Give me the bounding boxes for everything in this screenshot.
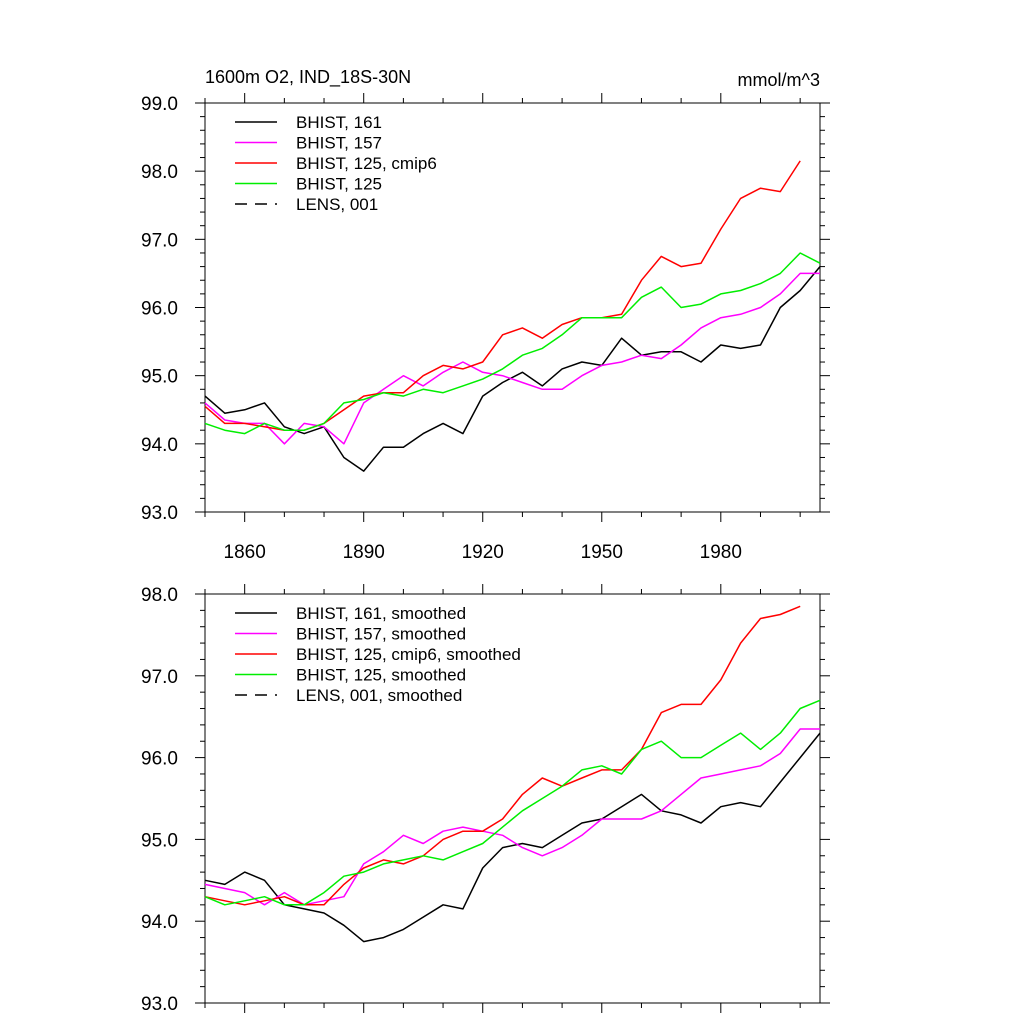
y-tick-label: 94.0	[141, 912, 178, 933]
y-tick-label: 96.0	[141, 749, 178, 770]
legend-label: BHIST, 157	[296, 134, 382, 153]
legend-label: BHIST, 125, cmip6	[296, 154, 437, 173]
x-tick-label: 1950	[581, 542, 623, 563]
plot-frame	[204, 593, 821, 1004]
series-line-1	[204, 732, 821, 943]
y-tick-label: 95.0	[141, 830, 178, 851]
y-tick-label: 94.0	[141, 435, 178, 456]
chart-panel-2: 93.0 94.0 95.0 96.0 97.0 98.0 BHIST, 161, smoo…	[141, 584, 830, 1015]
x-tick-label: 1860	[224, 542, 266, 563]
y-tick-label: 95.0	[141, 367, 178, 388]
legend-label: LENS, 001	[296, 195, 378, 214]
legend-label: BHIST, 161	[296, 113, 382, 132]
units-label: mmol/m^3	[738, 70, 820, 90]
legend-label: BHIST, 161, smoothed	[296, 604, 466, 623]
x-tick-label: 1980	[700, 542, 742, 563]
y-tick-label: 98.0	[141, 585, 178, 606]
legend-label: LENS, 001, smoothed	[296, 686, 462, 705]
chart-panel-1: 1860 1890 1920 1950 1980 93.0 94.0 95.0 96.0 97.0…	[141, 67, 830, 563]
y-tick-label: 93.0	[141, 503, 178, 524]
x-tick-label: 1890	[343, 542, 385, 563]
y-tick-label: 97.0	[141, 667, 178, 688]
y-tick-label: 98.0	[141, 162, 178, 183]
y-tick-label: 97.0	[141, 230, 178, 251]
legend: BHIST, 161, smoothed BHIST, 157, smoothed…	[235, 604, 521, 705]
chart-title: 1600m O2, IND_18S-30N	[205, 67, 411, 88]
series-line-4	[204, 252, 821, 435]
series-line-3	[204, 160, 801, 431]
y-tick-label: 96.0	[141, 299, 178, 320]
y-tick-label: 99.0	[141, 94, 178, 115]
legend-label: BHIST, 125, cmip6, smoothed	[296, 645, 521, 664]
series-line-4	[204, 699, 821, 906]
series-line-1	[204, 266, 821, 472]
legend-label: BHIST, 125, smoothed	[296, 666, 466, 685]
x-tick-label: 1920	[462, 542, 504, 563]
y-tick-label: 93.0	[141, 994, 178, 1015]
series-line-2	[204, 728, 820, 906]
legend-label: BHIST, 157, smoothed	[296, 625, 466, 644]
legend-label: BHIST, 125	[296, 175, 382, 194]
series-line-2	[204, 272, 820, 445]
